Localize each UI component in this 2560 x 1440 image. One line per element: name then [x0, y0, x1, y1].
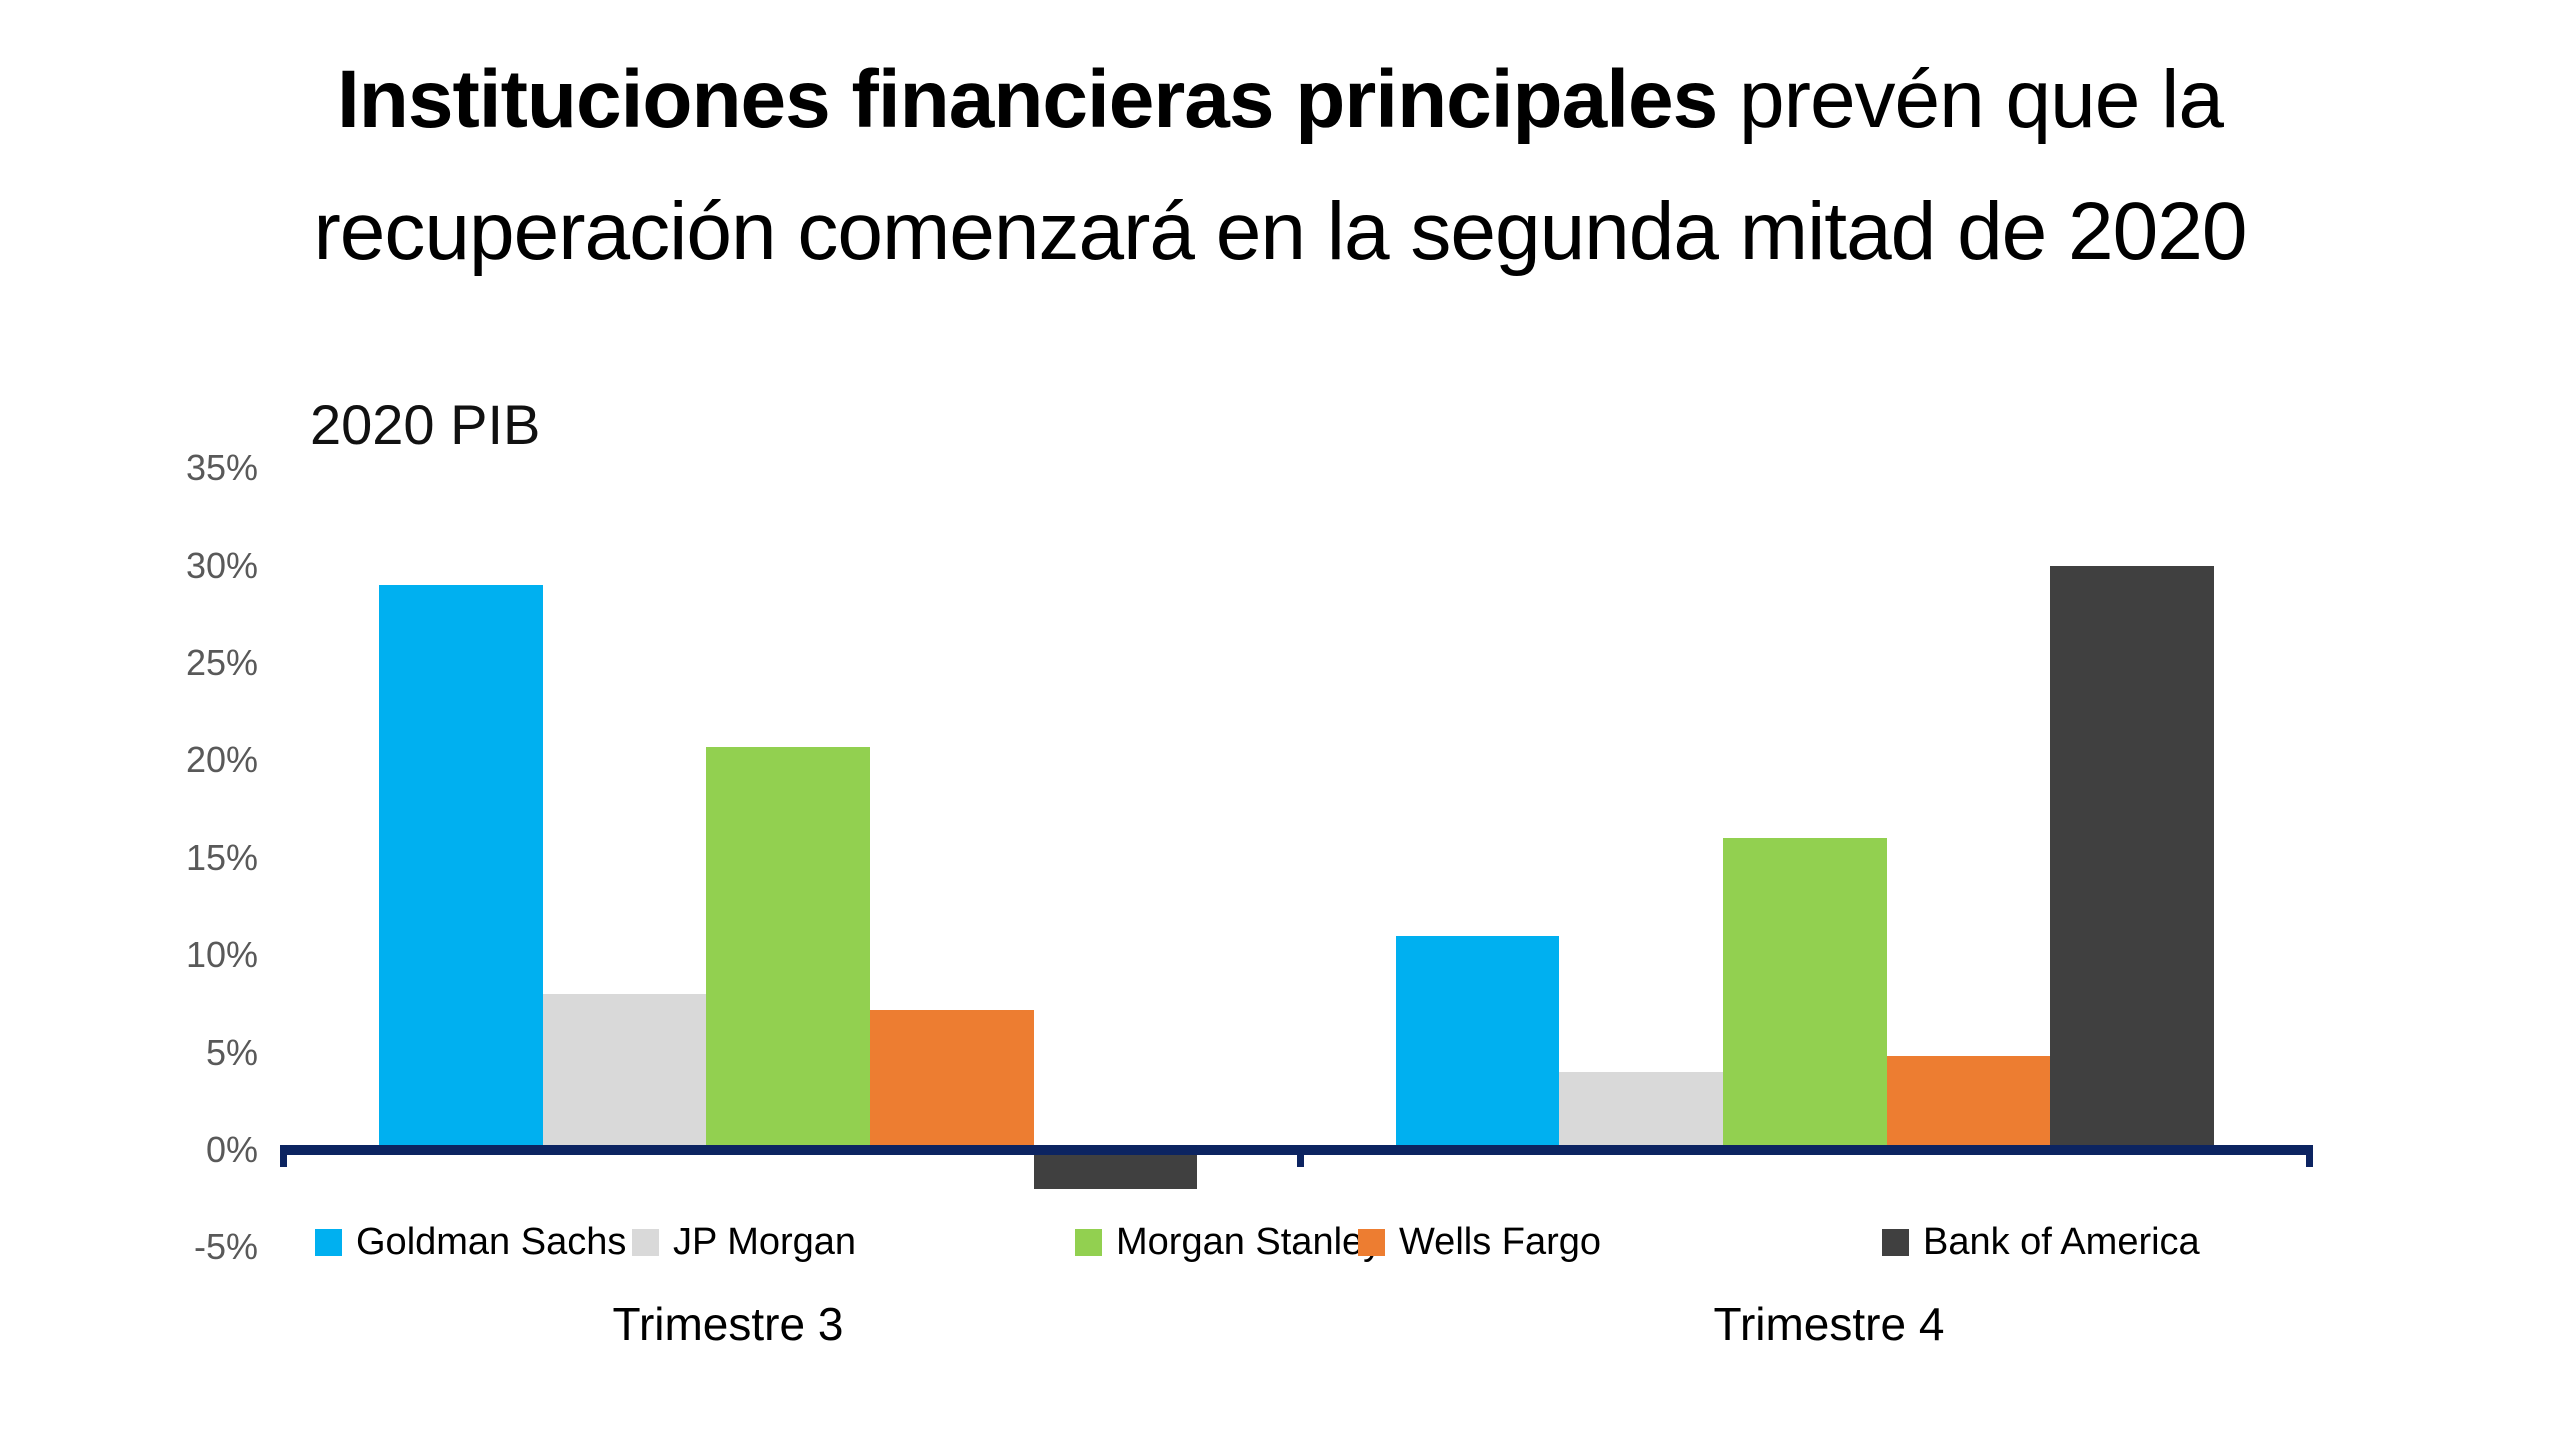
- bar-wells-fargo: [1886, 1056, 2051, 1145]
- bar-morgan-stanley: [706, 746, 871, 1145]
- legend-label: Bank of America: [1923, 1221, 2200, 1263]
- bar-wells-fargo: [870, 1009, 1034, 1145]
- legend-item: Morgan Stanley: [1075, 1222, 1382, 1262]
- y-tick-label: 10%: [185, 934, 258, 976]
- page-title-line2: recuperación comenzará en la segunda mit…: [313, 186, 2248, 277]
- legend-swatch-icon: [315, 1228, 342, 1256]
- x-axis-tick: [1296, 1145, 1304, 1167]
- legend-item: Bank of America: [1882, 1222, 2200, 1262]
- legend-item: Wells Fargo: [1358, 1222, 1601, 1262]
- bar-goldman-sachs: [1395, 935, 1560, 1145]
- y-tick-label: 5%: [205, 1031, 258, 1073]
- page-title-bold: Instituciones financieras principales: [337, 54, 1718, 145]
- legend-swatch-icon: [1358, 1228, 1385, 1256]
- legend-swatch-icon: [1882, 1228, 1909, 1256]
- category-label: Trimestre 4: [1713, 1298, 1945, 1350]
- legend-item: Goldman Sachs: [315, 1222, 626, 1262]
- page-title-regular: prevén que la: [1717, 54, 2224, 145]
- y-tick-label: -5%: [193, 1226, 258, 1268]
- legend-item: JP Morgan: [632, 1222, 856, 1262]
- y-tick-label: 15%: [185, 836, 258, 878]
- y-tick-label: 35%: [185, 447, 258, 489]
- y-tick-label: 25%: [185, 642, 258, 683]
- y-tick-label: 20%: [185, 739, 258, 781]
- bar-morgan-stanley: [1722, 838, 1887, 1145]
- legend-label: Morgan Stanley: [1116, 1221, 1383, 1263]
- legend-swatch-icon: [632, 1228, 659, 1256]
- page-title-line1: Instituciones financieras principales pr…: [0, 34, 2560, 166]
- bar-bank-of-america: [1033, 1155, 1198, 1189]
- legend-swatch-icon: [1075, 1228, 1102, 1256]
- chart-title: 2020 PIB: [310, 393, 541, 456]
- x-axis-tick: [280, 1145, 287, 1167]
- bar-goldman-sachs: [379, 585, 543, 1145]
- page-title: Instituciones financieras principales pr…: [0, 34, 2560, 298]
- bar-jp-morgan: [542, 994, 707, 1145]
- y-tick-label: 30%: [185, 544, 258, 586]
- x-axis-tick: [2306, 1145, 2313, 1167]
- legend-label: Goldman Sachs: [356, 1221, 627, 1263]
- bar-jp-morgan: [1559, 1072, 1723, 1145]
- legend-label: Wells Fargo: [1399, 1221, 1602, 1263]
- bar-bank-of-america: [2050, 565, 2214, 1145]
- category-label: Trimestre 3: [612, 1298, 844, 1350]
- legend-label: JP Morgan: [673, 1221, 857, 1263]
- y-tick-label: 0%: [205, 1129, 258, 1170]
